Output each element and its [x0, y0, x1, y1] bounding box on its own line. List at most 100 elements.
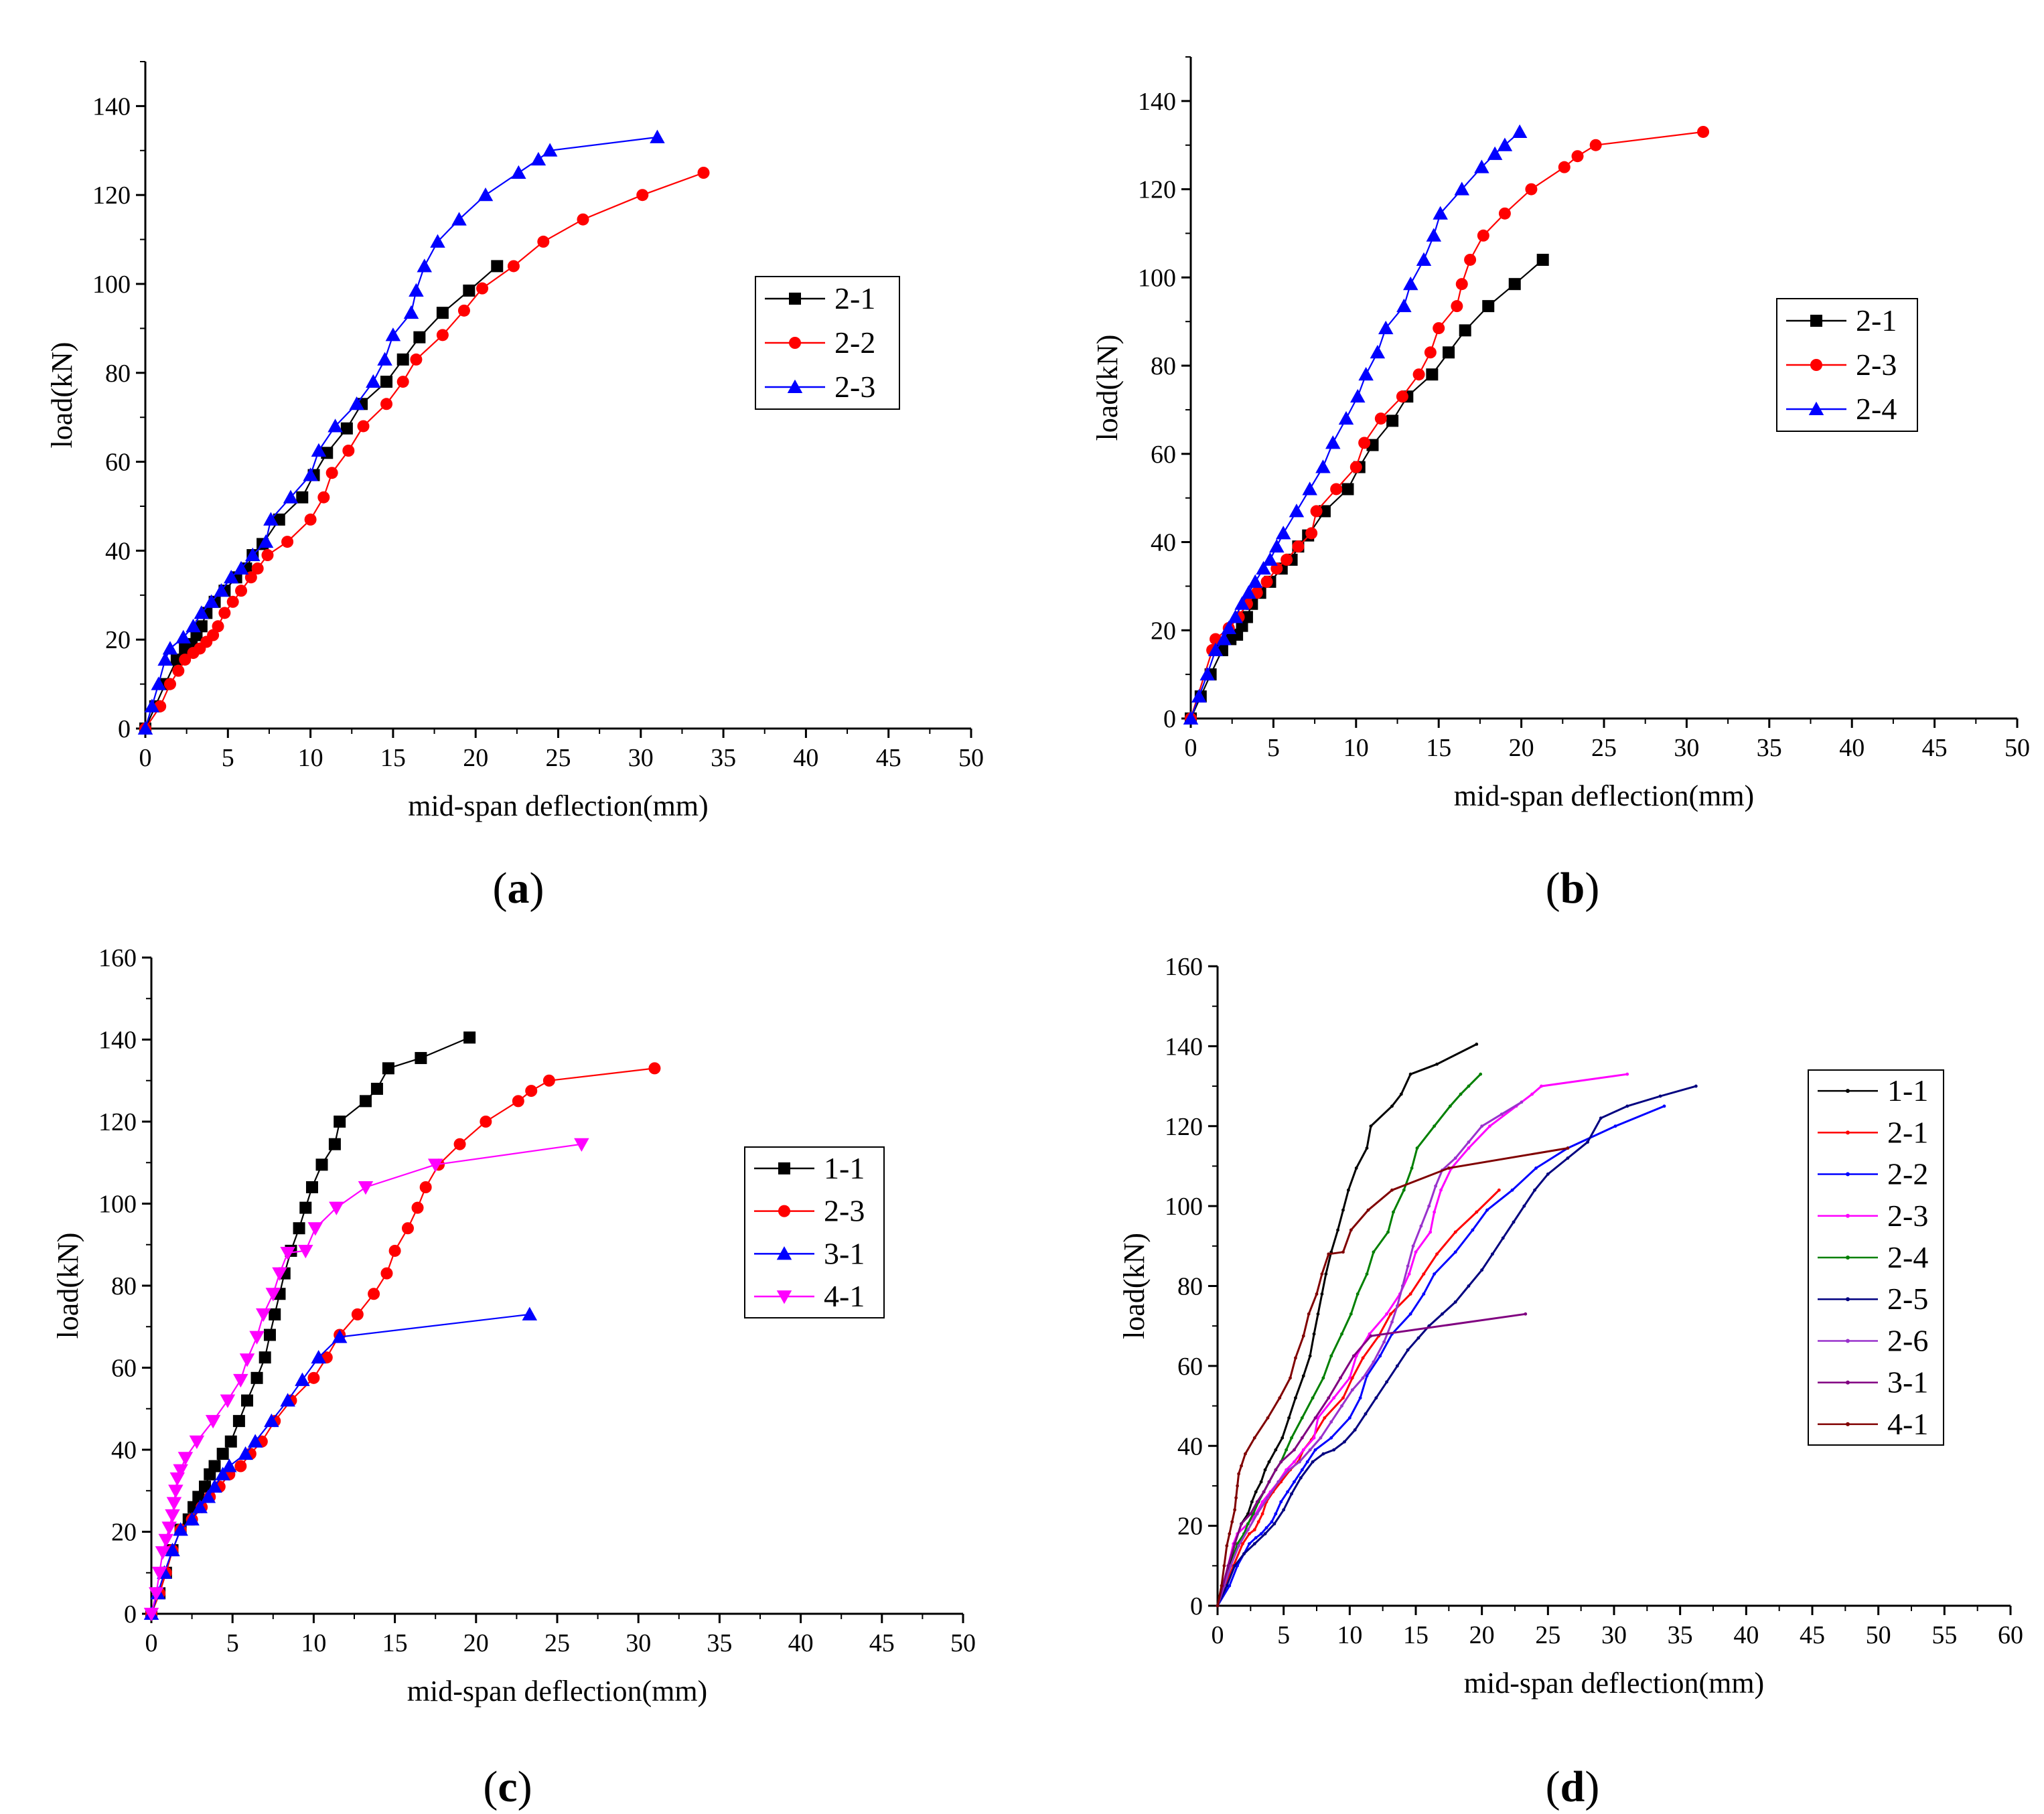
- data-point: [1276, 1480, 1281, 1484]
- data-point: [259, 1351, 271, 1364]
- series-line: [1216, 1312, 1526, 1606]
- data-point: [1308, 1448, 1312, 1452]
- legend: 2-1 2-3 2-4: [1776, 298, 1918, 432]
- data-point: [238, 1446, 253, 1460]
- data-point: [173, 1464, 188, 1478]
- data-point: [1313, 1416, 1317, 1420]
- x-axis-title: mid-span deflection(mm): [1454, 779, 1754, 812]
- data-point: [1237, 1472, 1240, 1476]
- data-point: [1292, 540, 1305, 553]
- data-point: [303, 467, 318, 481]
- legend-swatch-marker: [1846, 1213, 1850, 1218]
- data-point: [1453, 1156, 1457, 1160]
- legend-swatch-marker: [1846, 1339, 1850, 1343]
- data-point: [1536, 253, 1549, 266]
- series-line: [1216, 1073, 1627, 1606]
- data-point: [1252, 1542, 1256, 1545]
- data-point: [1522, 1204, 1526, 1208]
- data-point: [1237, 1544, 1240, 1547]
- data-point: [1370, 345, 1386, 359]
- series-2-6: [1216, 1100, 1524, 1608]
- data-point: [1433, 1210, 1437, 1214]
- legend-swatch-marker: [778, 1162, 790, 1175]
- data-point: [1662, 1104, 1666, 1108]
- data-point: [157, 652, 173, 666]
- data-point: [1228, 1532, 1232, 1535]
- data-point: [1347, 1416, 1352, 1420]
- data-point: [1467, 1084, 1471, 1088]
- data-point: [1241, 1542, 1244, 1545]
- data-point: [192, 1491, 205, 1503]
- panel-label: (c): [483, 1762, 532, 1811]
- x-tick-label: 30: [626, 1629, 651, 1657]
- data-point: [304, 513, 317, 526]
- data-point: [396, 353, 409, 366]
- data-point: [249, 1331, 265, 1345]
- data-point: [1290, 1492, 1293, 1496]
- data-point: [143, 1608, 159, 1622]
- data-point: [1512, 1220, 1516, 1224]
- y-tick-label: 0: [1190, 1592, 1203, 1620]
- data-point: [1408, 1072, 1412, 1076]
- data-point: [216, 1448, 229, 1460]
- legend-swatch-marker: [1846, 1172, 1850, 1177]
- data-point: [1260, 1512, 1264, 1516]
- data-point: [1408, 1312, 1412, 1316]
- data-point: [1491, 1252, 1494, 1256]
- data-point: [1225, 1544, 1229, 1547]
- data-point: [1426, 368, 1439, 381]
- y-tick-label: 120: [98, 1108, 137, 1136]
- data-point: [1395, 1364, 1399, 1368]
- data-point: [1364, 1412, 1368, 1416]
- data-point: [223, 569, 239, 584]
- data-point: [307, 1371, 320, 1384]
- series-line: [150, 1313, 530, 1614]
- series-line: [1216, 1101, 1522, 1606]
- panel-label-letter: c: [498, 1762, 517, 1811]
- data-point: [1467, 1140, 1471, 1144]
- panel-label-close: ): [518, 1762, 532, 1811]
- data-point: [1361, 1356, 1365, 1360]
- data-point: [1441, 1312, 1444, 1316]
- data-point: [511, 165, 526, 179]
- data-point: [1433, 1272, 1437, 1276]
- data-point: [1241, 585, 1256, 599]
- data-point: [1260, 1500, 1264, 1504]
- data-point: [1433, 1124, 1437, 1128]
- data-point: [1220, 1584, 1224, 1588]
- x-tick-label: 50: [1866, 1621, 1891, 1649]
- data-point: [1262, 552, 1278, 566]
- data-point: [1270, 1520, 1274, 1524]
- data-point: [1302, 481, 1317, 496]
- data-point: [1396, 390, 1408, 403]
- legend-entry-label: 2-2: [1887, 1157, 1928, 1191]
- data-point: [512, 1095, 524, 1108]
- legend-entry-label: 2-1: [1856, 303, 1897, 337]
- y-tick-label: 80: [1177, 1273, 1203, 1301]
- data-point: [1613, 1124, 1617, 1128]
- series-line: [144, 136, 658, 729]
- data-point: [1222, 1564, 1226, 1568]
- data-point: [1392, 1210, 1395, 1214]
- data-point: [1467, 1146, 1471, 1150]
- data-point: [168, 1485, 184, 1499]
- data-point: [359, 1095, 372, 1108]
- y-tick-label: 100: [1138, 264, 1176, 292]
- data-point: [1315, 459, 1331, 473]
- data-point: [1424, 346, 1437, 359]
- data-point: [220, 1394, 236, 1408]
- x-tick-label: 25: [544, 1629, 570, 1657]
- data-point: [1427, 1204, 1431, 1208]
- data-point: [1369, 1124, 1373, 1128]
- data-point: [427, 1158, 443, 1173]
- data-point: [1300, 1468, 1304, 1472]
- legend-entry-label: 1-1: [824, 1151, 865, 1185]
- data-point: [200, 1489, 216, 1503]
- data-point: [198, 1481, 211, 1493]
- data-point: [1453, 1300, 1457, 1304]
- data-point: [542, 1074, 555, 1087]
- data-point: [1183, 710, 1199, 725]
- data-point: [1318, 505, 1331, 518]
- data-point: [1407, 1272, 1411, 1276]
- data-point: [184, 1511, 200, 1526]
